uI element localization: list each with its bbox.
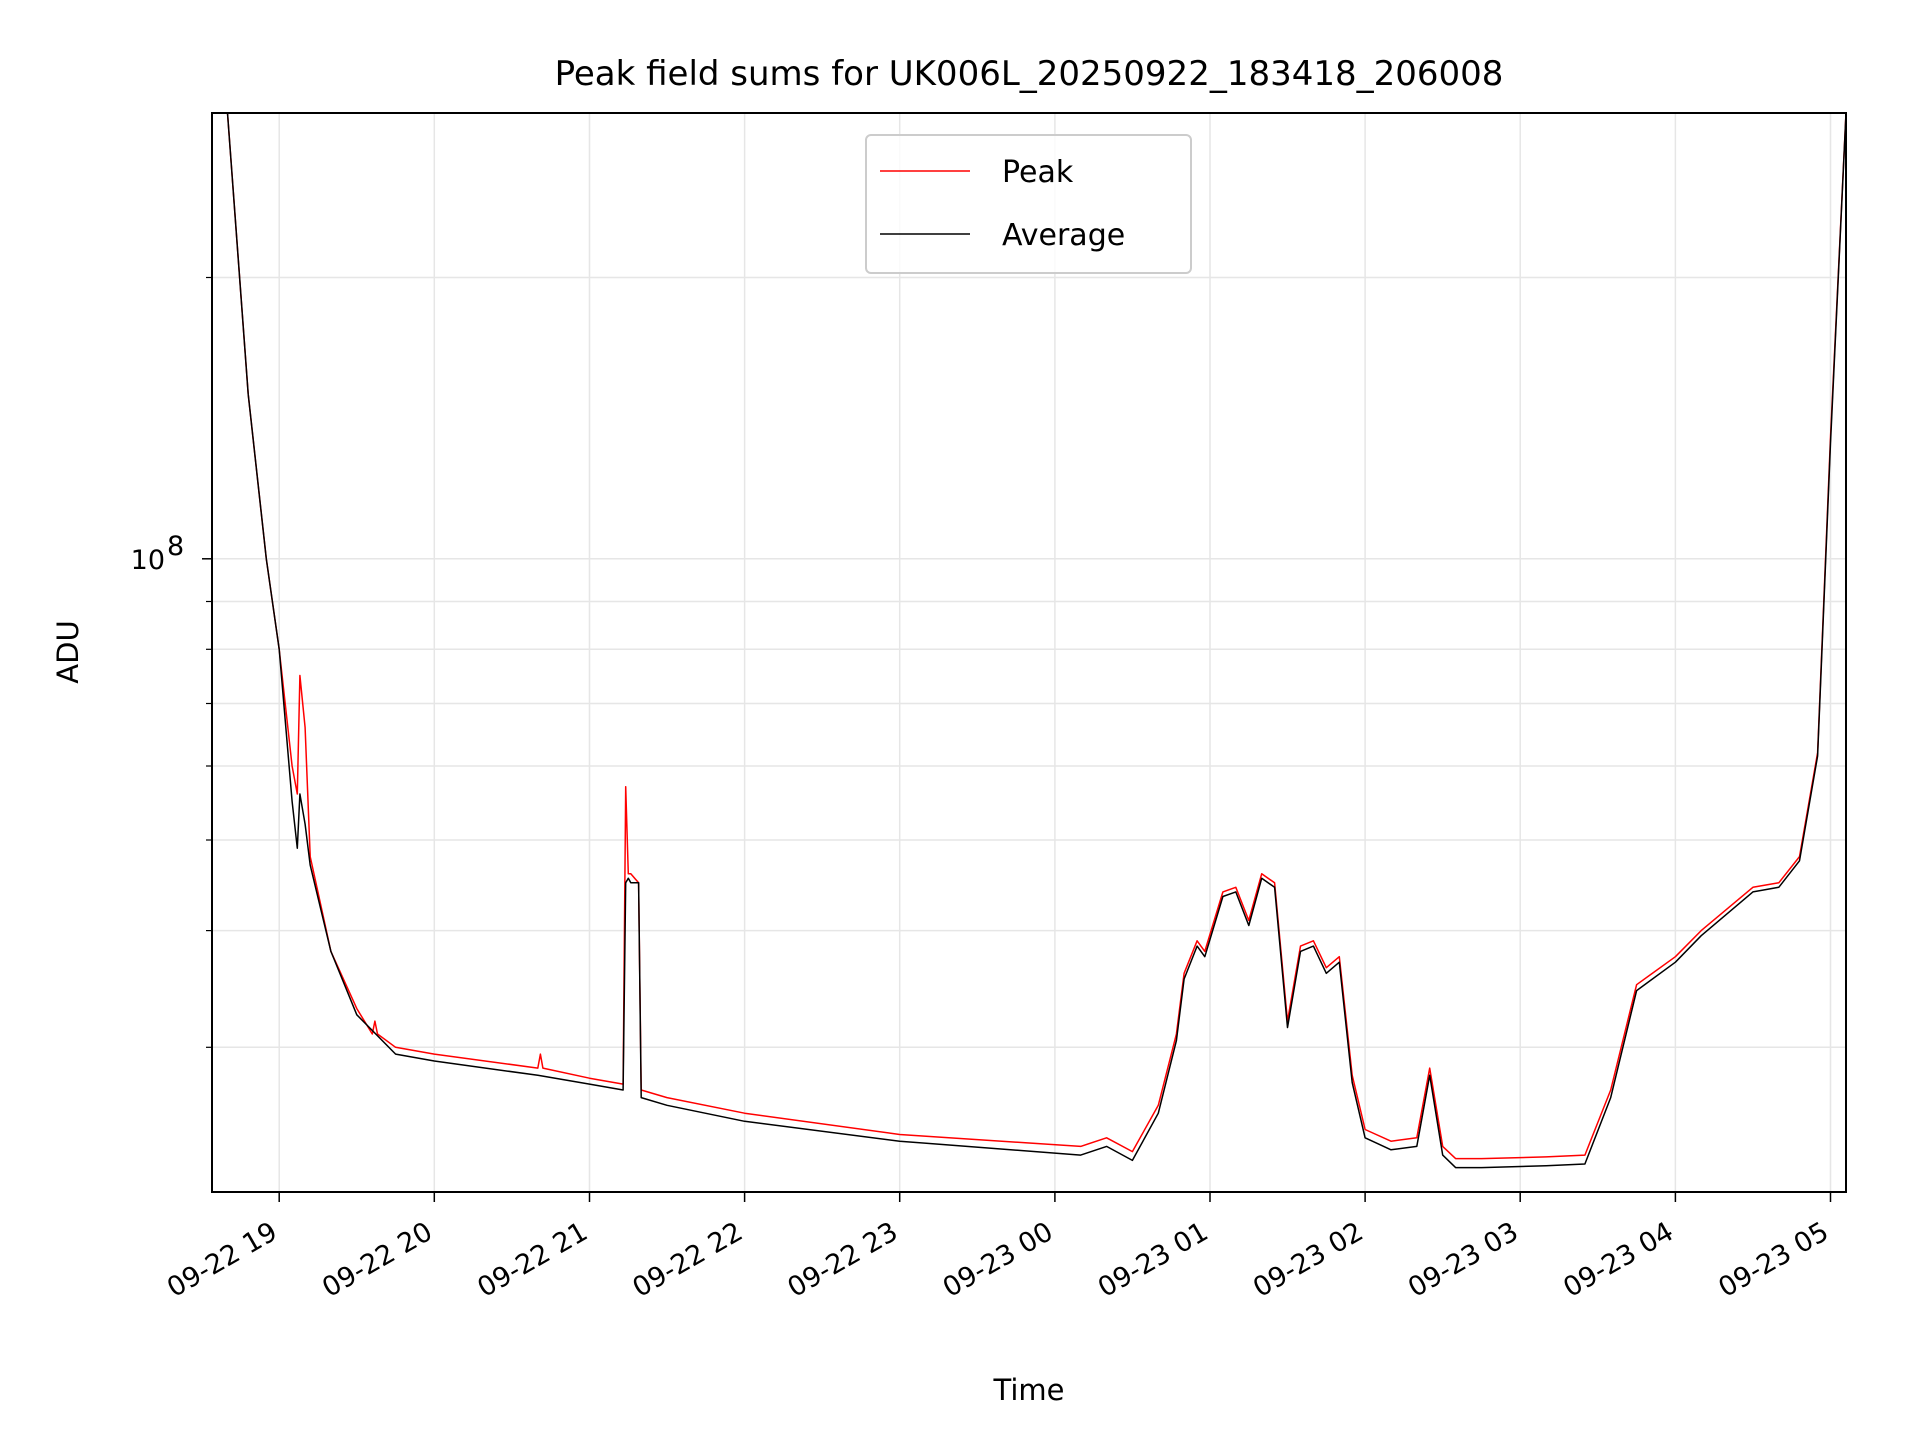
x-tick-label: 09-22 20	[317, 1216, 438, 1304]
legend-box	[865, 134, 1192, 274]
x-tick-label: 09-22 23	[783, 1216, 904, 1304]
y-tick-label: 10	[131, 545, 165, 576]
x-axis-label: Time	[993, 1373, 1065, 1407]
x-tick-label: 09-23 01	[1093, 1216, 1214, 1304]
data-series	[226, 113, 1846, 1169]
x-tick-label: 09-23 03	[1403, 1216, 1524, 1304]
y-axis: 10 8	[131, 276, 212, 1048]
x-axis: 09-22 19 09-22 20 09-22 21 09-22 22 09-22 23…	[162, 1192, 1834, 1304]
legend-label-peak: Peak	[1002, 155, 1074, 190]
x-tick-label: 09-22 22	[627, 1216, 748, 1304]
x-tick-label: 09-23 04	[1558, 1216, 1679, 1304]
y-tick-label-exponent: 8	[167, 531, 184, 562]
y-axis-label: ADU	[51, 620, 85, 683]
series-line-average	[226, 113, 1846, 1169]
chart-title: Peak field sums for UK006L_20250922_1834…	[555, 54, 1504, 94]
x-tick-label: 09-22 19	[162, 1216, 283, 1304]
x-tick-label: 09-22 21	[472, 1216, 593, 1304]
x-tick-label: 09-23 05	[1713, 1216, 1834, 1304]
x-tick-label: 09-23 00	[938, 1216, 1059, 1304]
legend-label-average: Average	[1002, 218, 1125, 253]
series-line-peak	[226, 113, 1846, 1160]
legend: Peak Average	[865, 134, 1192, 274]
grid-lines	[212, 113, 1846, 1192]
x-tick-label: 09-23 02	[1248, 1216, 1369, 1304]
plot-frame	[211, 112, 1847, 1193]
